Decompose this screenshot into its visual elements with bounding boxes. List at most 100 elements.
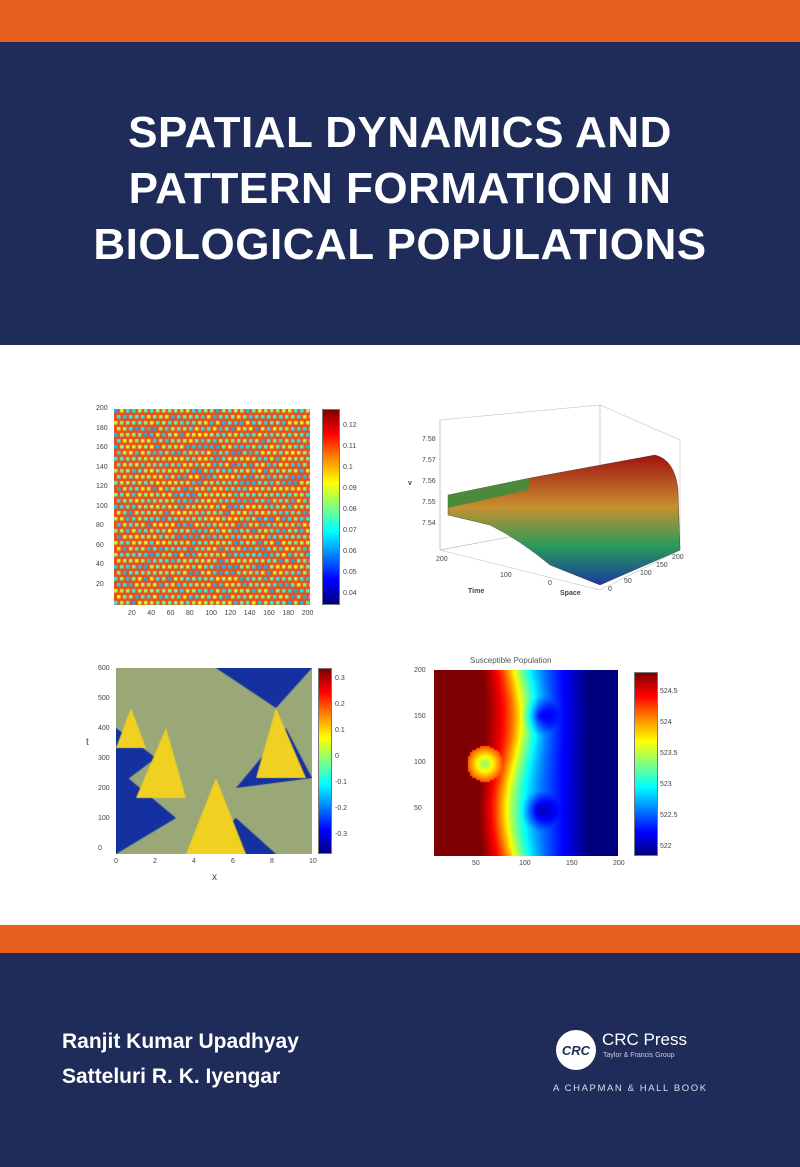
author-name: Satteluri R. K. Iyengar <box>62 1065 281 1088</box>
tick-label: 120 <box>96 483 108 490</box>
title-line: BIOLOGICAL POPULATIONS <box>93 219 707 269</box>
tick-label: 8 <box>270 858 274 865</box>
colorbar <box>634 672 658 856</box>
tick-label: 60 <box>96 541 104 549</box>
tick-label: 7.54 <box>422 520 436 527</box>
tick-label: 400 <box>98 725 110 732</box>
colorbar <box>318 668 332 854</box>
tick-label: 0.3 <box>335 675 345 682</box>
tick-label: 100 <box>205 610 217 617</box>
tick-label: 100 <box>500 572 512 579</box>
tick-label: 0.2 <box>335 701 345 708</box>
tick-label: 0.04 <box>343 590 357 597</box>
tick-label: 0.1 <box>335 727 345 734</box>
tick-label: 180 <box>96 424 108 432</box>
tick-label: 0.06 <box>343 548 357 555</box>
tick-label: 7.56 <box>422 478 436 485</box>
tick-label: 0.1 <box>343 464 353 471</box>
tick-label: 0.05 <box>343 569 357 576</box>
tick-label: 60 <box>166 610 175 617</box>
top-orange-band <box>0 0 800 42</box>
tick-label: 0 <box>98 845 102 852</box>
tick-label: 300 <box>98 755 110 762</box>
tick-label: 200 <box>613 860 625 867</box>
tick-label: 20 <box>96 580 104 588</box>
space-time-plot <box>116 668 312 854</box>
tick-label: 50 <box>472 860 480 867</box>
publisher-group: Taylor & Francis Group <box>603 1052 675 1059</box>
tick-label: 120 <box>224 610 237 617</box>
publisher-name: CRC Press <box>602 1030 688 1049</box>
tick-label: 500 <box>98 695 110 702</box>
title-block: SPATIAL DYNAMICS AND PATTERN FORMATION I… <box>0 42 800 345</box>
tick-label: 150 <box>566 860 578 867</box>
tick-label: 40 <box>96 561 104 568</box>
axis-label: x <box>212 872 217 883</box>
tick-label: 523.5 <box>660 750 678 757</box>
tick-label: 7.57 <box>422 457 436 464</box>
title-line: PATTERN FORMATION IN <box>128 163 672 213</box>
tick-label: 150 <box>414 713 426 720</box>
tick-label: 2 <box>153 858 157 865</box>
axis-label: t <box>86 737 89 748</box>
pattern-heatmap <box>114 409 310 605</box>
tick-label: -0.2 <box>335 805 348 812</box>
tick-label: 200 <box>98 785 110 792</box>
colorbar <box>322 409 340 605</box>
tick-label: 0 <box>114 858 118 865</box>
surface-plot <box>439 404 681 591</box>
tick-label: 0 <box>548 580 552 587</box>
tick-label: 524 <box>660 719 672 726</box>
tick-label: 0.07 <box>343 527 357 534</box>
tick-label: 0.09 <box>343 485 357 492</box>
tick-label: 0.08 <box>343 506 357 513</box>
tick-label: 0 <box>608 586 612 593</box>
tick-label: 180 <box>282 610 295 617</box>
logo-text: CRC <box>561 1042 591 1058</box>
tick-label: 200 <box>672 554 684 561</box>
tick-label: 100 <box>414 759 426 766</box>
heatmap <box>434 670 618 856</box>
tick-label: 4 <box>192 858 196 865</box>
tick-label: 20 <box>128 610 136 617</box>
tick-label: 0.11 <box>343 443 357 450</box>
tick-label: 0 <box>335 753 339 760</box>
book-title: SPATIAL DYNAMICS AND PATTERN FORMATION I… <box>93 105 706 273</box>
figure-title: Susceptible Population <box>470 656 552 665</box>
tick-label: 6 <box>231 858 235 865</box>
tick-label: 200 <box>414 667 426 674</box>
tick-label: 160 <box>96 444 108 451</box>
axis-label: Time <box>468 588 485 595</box>
tick-label: -0.3 <box>335 831 348 838</box>
tick-label: 80 <box>96 522 104 529</box>
tick-label: 40 <box>147 610 156 617</box>
tick-label: 600 <box>98 665 110 672</box>
tick-label: 50 <box>624 578 632 585</box>
tick-label: 522.5 <box>660 812 678 819</box>
tick-label: 522 <box>660 843 672 850</box>
tick-label: 7.58 <box>422 436 436 443</box>
axis-label: v <box>408 480 412 487</box>
tick-label: 100 <box>98 815 110 822</box>
tick-label: 200 <box>436 556 448 563</box>
tick-label: 0.12 <box>343 422 357 429</box>
tick-label: 50 <box>414 805 422 812</box>
tick-label: 100 <box>96 502 108 510</box>
tick-label: 100 <box>519 860 531 867</box>
axis-label: Space <box>560 590 581 597</box>
author-name: Ranjit Kumar Upadhyay <box>62 1030 299 1053</box>
tick-label: 80 <box>185 610 194 617</box>
bottom-block <box>0 953 800 1167</box>
tick-label: 100 <box>640 570 652 577</box>
tick-label: 200 <box>96 405 108 412</box>
middle-orange-band <box>0 925 800 953</box>
tick-label: 10 <box>309 858 317 865</box>
tick-label: 160 <box>263 610 275 617</box>
tick-label: 524.5 <box>660 688 678 695</box>
title-line: SPATIAL DYNAMICS AND <box>128 107 672 157</box>
tick-label: 7.55 <box>422 499 436 506</box>
crc-logo: CRC <box>556 1030 596 1070</box>
tick-label: 150 <box>656 562 668 569</box>
tick-label: 140 <box>243 610 256 617</box>
tick-label: -0.1 <box>335 779 348 786</box>
